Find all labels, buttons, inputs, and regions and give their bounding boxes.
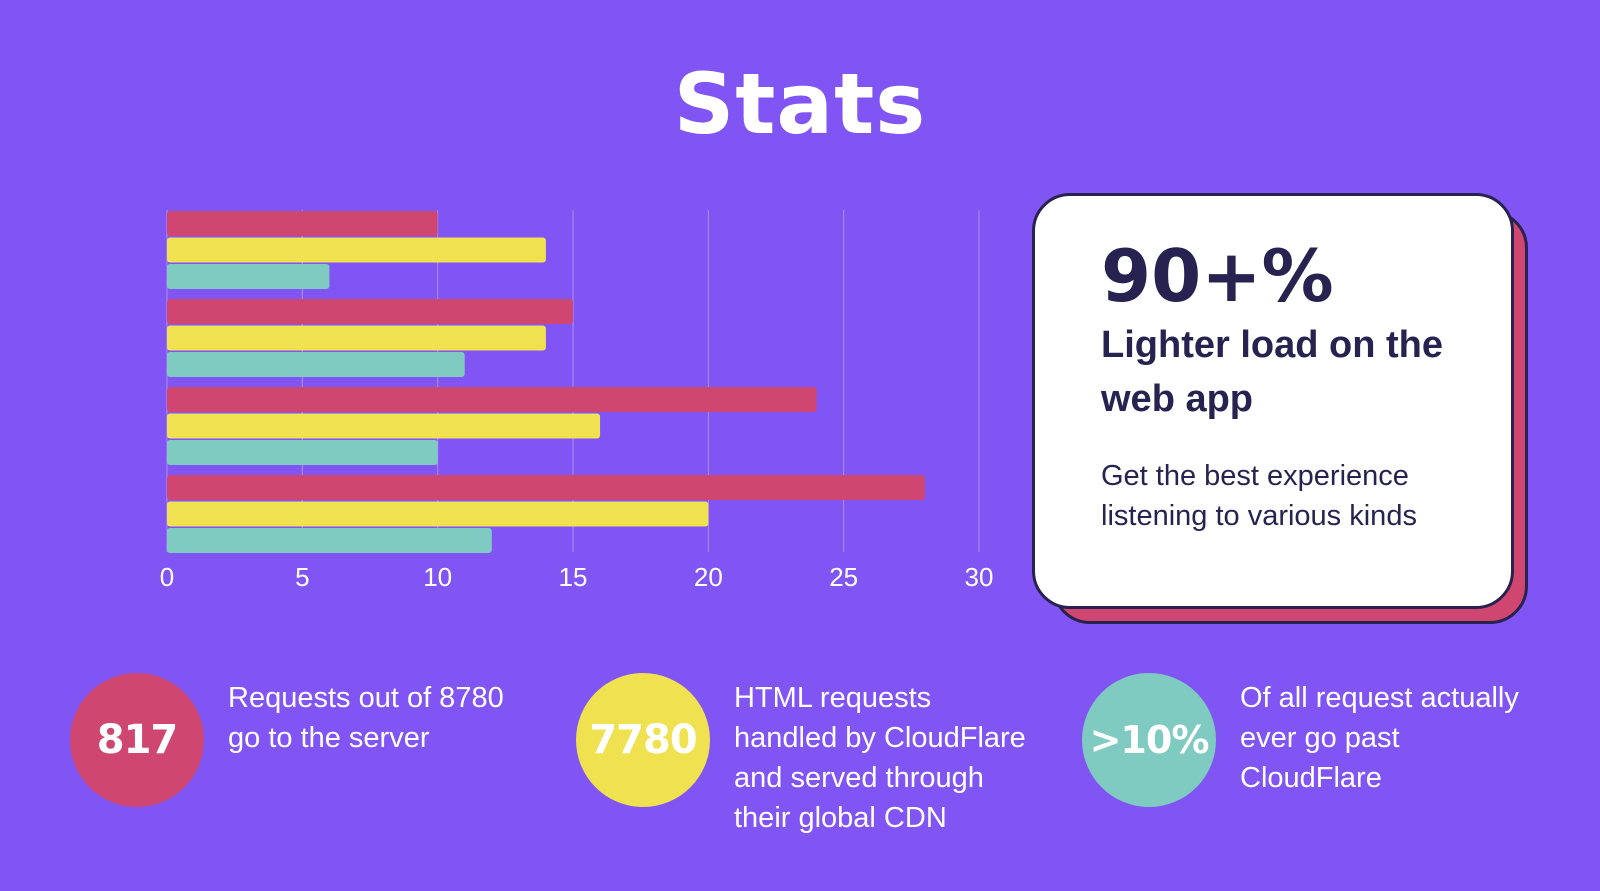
bar-group2-series3 — [167, 352, 465, 377]
x-tick-label: 5 — [295, 562, 309, 592]
bar-group4-series1 — [167, 475, 925, 500]
bar-group4-series2 — [167, 501, 709, 527]
stat-text-html-requests: HTML requests handled by CloudFlare and … — [734, 682, 1026, 834]
bar-group1-series1 — [167, 211, 438, 236]
stat-text-requests: Requests out of 8780 go to the server — [228, 682, 504, 754]
bar-group2-series1 — [167, 299, 573, 324]
x-tick-label: 30 — [965, 562, 994, 592]
highlight-heading: Lighter load on the web app — [1101, 324, 1443, 420]
x-tick-label: 25 — [829, 562, 858, 592]
bar-group2-series2 — [167, 325, 546, 351]
x-tick-label: 10 — [423, 562, 452, 592]
stat-circle-requests: 817 — [70, 673, 204, 807]
highlight-value: 90+% — [1101, 234, 1334, 318]
bar-chart: 0 5 10 15 20 25 30 — [160, 210, 994, 592]
bar-group1-series2 — [167, 237, 546, 263]
x-tick-label: 20 — [694, 562, 723, 592]
bar-group3-series2 — [167, 413, 601, 439]
x-tick-label: 0 — [160, 562, 174, 592]
x-tick-label: 15 — [559, 562, 588, 592]
highlight-card: 90+% Lighter load on the web app Get the… — [1032, 193, 1514, 609]
stat-circle-cloudflare: >10% — [1082, 673, 1216, 807]
bar-group1-series3 — [167, 264, 330, 289]
page-title: Stats — [673, 55, 927, 153]
bar-group3-series1 — [167, 387, 817, 412]
stat-text-cloudflare: Of all request actually ever go past Clo… — [1240, 682, 1519, 794]
highlight-description: Get the best experience listening to var… — [1101, 460, 1417, 532]
bar-group4-series3 — [167, 528, 492, 553]
bar-group3-series3 — [167, 440, 438, 465]
stat-circle-html-requests: 7780 — [576, 673, 710, 807]
